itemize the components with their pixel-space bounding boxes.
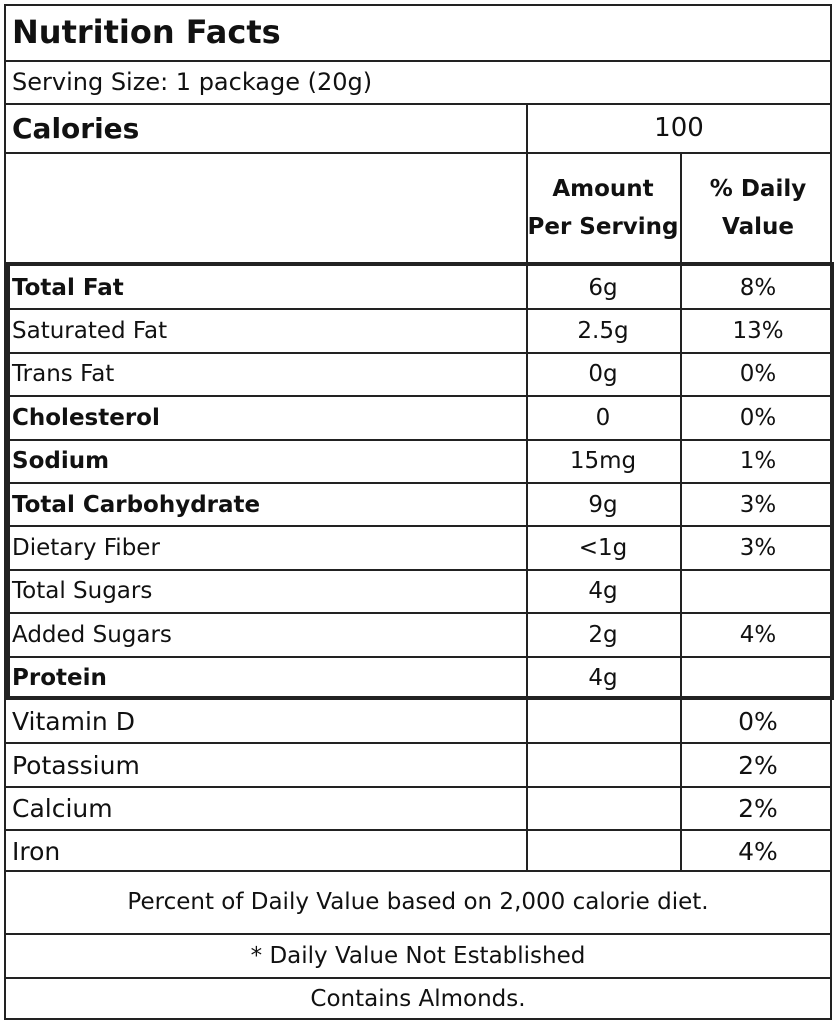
amount-per-serving: 4g — [588, 665, 618, 692]
divider — [6, 152, 830, 154]
allergen-note: Contains Almonds. — [310, 986, 526, 1012]
daily-value-header: % Daily Value — [709, 176, 807, 240]
percent-daily-value — [682, 657, 834, 700]
nutrient-name: Total Carbohydrate — [12, 491, 261, 518]
percent-daily-value: 3% — [739, 491, 777, 518]
serving-size: Serving Size: 1 package (20g) — [12, 68, 373, 96]
amount-per-serving: 2g — [588, 621, 618, 648]
calories-label: Calories — [12, 111, 140, 145]
row-divider — [6, 438, 830, 441]
column-divider — [680, 152, 682, 870]
percent-daily-value: 0% — [738, 707, 778, 737]
row-divider — [6, 655, 830, 658]
percent-daily-value: 2% — [738, 750, 778, 780]
row-divider — [6, 395, 830, 398]
nutrient-name: Sodium — [12, 448, 110, 475]
amount-per-serving-header: Amount Per Serving — [527, 176, 679, 240]
percent-daily-value: 8% — [739, 274, 777, 301]
nutrient-name: Added Sugars — [12, 621, 172, 648]
row-divider — [6, 612, 830, 615]
amount-per-serving — [526, 700, 680, 743]
amount-per-serving: 9g — [588, 491, 618, 518]
divider — [6, 103, 830, 105]
daily-value-note: Percent of Daily Value based on 2,000 ca… — [127, 889, 709, 915]
percent-daily-value: 3% — [739, 535, 777, 562]
percent-daily-value — [682, 570, 834, 613]
row-divider — [6, 742, 830, 745]
amount-per-serving: 0g — [588, 361, 618, 388]
divider — [6, 977, 830, 979]
label-title: Nutrition Facts — [12, 13, 281, 51]
percent-daily-value: 1% — [739, 448, 777, 475]
amount-per-serving — [526, 787, 680, 830]
nutrient-name: Dietary Fiber — [12, 535, 160, 562]
nutrient-name: Total Fat — [12, 274, 124, 301]
divider — [6, 933, 830, 935]
row-divider — [6, 482, 830, 484]
divider — [6, 870, 830, 872]
amount-per-serving: 4g — [588, 578, 618, 605]
percent-daily-value: 4% — [739, 621, 777, 648]
amount-per-serving: 0 — [595, 404, 611, 431]
nutrition-label: Nutrition Facts Serving Size: 1 package … — [4, 4, 834, 1020]
row-divider — [6, 308, 830, 311]
row-divider — [6, 785, 830, 788]
divider — [6, 60, 830, 62]
nutrient-name: Protein — [12, 665, 107, 692]
row-divider — [6, 829, 830, 832]
row-divider — [6, 525, 830, 528]
amount-per-serving — [526, 743, 680, 786]
percent-daily-value: 0% — [739, 404, 777, 431]
nutrient-name: Cholesterol — [12, 404, 160, 431]
amount-per-serving: 15mg — [569, 448, 637, 475]
nutrient-name: Trans Fat — [12, 361, 115, 388]
row-divider — [6, 351, 830, 354]
row-divider — [6, 568, 830, 571]
column-divider — [526, 105, 528, 870]
vitamin-name: Calcium — [12, 793, 113, 823]
amount-per-serving: 6g — [588, 274, 618, 301]
amount-per-serving: 2.5g — [577, 318, 629, 345]
amount-per-serving: <1g — [578, 535, 628, 562]
nutrient-name: Saturated Fat — [12, 318, 168, 345]
vitamin-name: Iron — [12, 837, 61, 867]
amount-per-serving — [526, 830, 680, 873]
not-established-note: * Daily Value Not Established — [250, 943, 586, 969]
vitamin-name: Potassium — [12, 750, 140, 780]
percent-daily-value: 4% — [738, 837, 778, 867]
nutrient-name: Total Sugars — [12, 578, 153, 605]
percent-daily-value: 2% — [738, 793, 778, 823]
calories-value: 100 — [654, 113, 704, 143]
percent-daily-value: 0% — [739, 361, 777, 388]
vitamin-name: Vitamin D — [12, 707, 135, 737]
percent-daily-value: 13% — [732, 318, 784, 345]
